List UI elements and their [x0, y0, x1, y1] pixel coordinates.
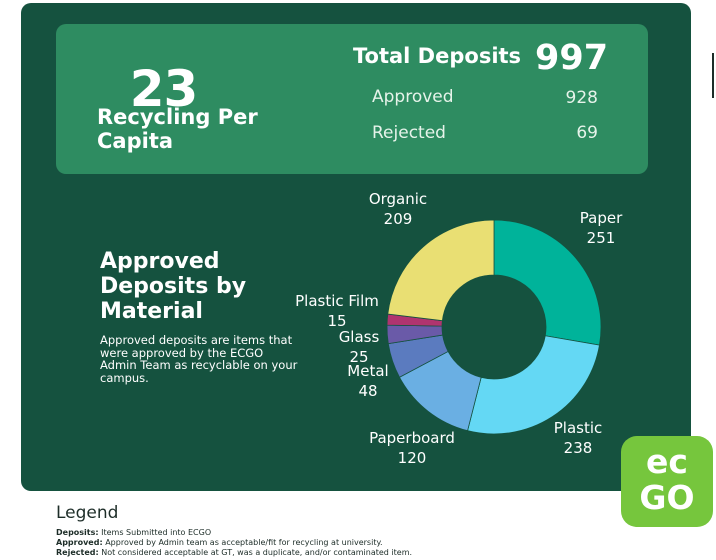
total-deposits-value: 997: [535, 38, 609, 78]
rejected-value: 69: [576, 123, 598, 143]
legend-item: Deposits: Items Submitted into ECGO: [56, 528, 211, 537]
rejected-label: Rejected: [372, 123, 446, 143]
logo-text-top: ec: [646, 442, 688, 481]
legend-term: Rejected:: [56, 548, 99, 557]
edge-divider: [712, 53, 714, 98]
legend-term: Deposits:: [56, 528, 99, 537]
legend-text: Approved by Admin team as acceptable/fit…: [105, 538, 383, 547]
legend-item: Approved: Approved by Admin team as acce…: [56, 538, 383, 547]
section-description: Approved deposits are items that were ap…: [100, 333, 298, 385]
legend-title: Legend: [56, 503, 119, 523]
legend-text: Not considered acceptable at GT, was a d…: [101, 548, 413, 557]
logo-text-bottom: GO: [639, 478, 695, 517]
legend-term: Approved:: [56, 538, 103, 547]
section-title: Approved Deposits by Material: [100, 249, 247, 324]
per-capita-value: 23: [129, 60, 199, 118]
per-capita-label: Recycling Per Capita: [97, 105, 258, 153]
legend-text: Items Submitted into ECGO: [101, 528, 212, 537]
total-deposits-label: Total Deposits: [353, 44, 522, 68]
approved-label: Approved: [372, 87, 454, 107]
approved-value: 928: [565, 88, 598, 108]
ecgo-logo: ec GO: [621, 436, 713, 527]
legend-item: Rejected: Not considered acceptable at G…: [56, 548, 412, 557]
stats-panel: 23 Recycling Per Capita Total Deposits 9…: [56, 24, 648, 174]
